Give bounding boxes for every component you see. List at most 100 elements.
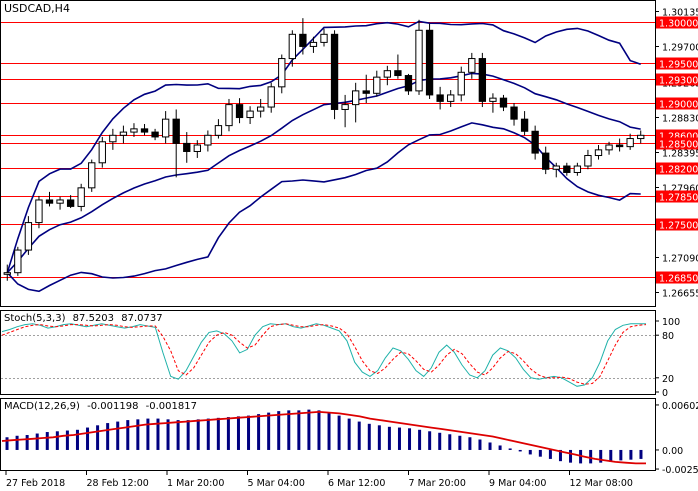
stoch-y-tick-label: 100 (662, 317, 680, 328)
candle (151, 128, 159, 141)
candle (373, 70, 381, 97)
macd-y-axis: 0.006027 0.00 -0.002555 (655, 401, 698, 476)
candle (225, 98, 233, 132)
candle (309, 36, 318, 53)
stoch-y-tick-label: 80 (662, 331, 674, 342)
macd-bar (438, 432, 442, 450)
candle-body-up (204, 134, 212, 146)
candle-body-down (436, 94, 444, 102)
candle (130, 123, 138, 137)
candle (183, 132, 191, 163)
macd-bar (428, 431, 432, 450)
macd-bar (136, 419, 140, 450)
candle (520, 111, 529, 136)
candle-body-down (404, 75, 413, 92)
candle (246, 106, 254, 125)
x-tick-label: 7 Mar 20:00 (409, 478, 466, 489)
candle (56, 196, 64, 210)
macd-bar (126, 420, 130, 450)
macd-bar (277, 411, 281, 450)
chart-title: USDCAD,H4 (4, 2, 70, 15)
candle-body-down (542, 152, 550, 170)
level-label: 1.29000 (659, 100, 698, 111)
candle (172, 109, 180, 178)
level-label: 1.27500 (659, 221, 698, 232)
candle-body-up (373, 76, 381, 94)
macd-bar (468, 437, 472, 450)
macd-header: MACD(12,26,9) -0.001198 -0.001817 (4, 401, 197, 412)
candle (109, 128, 117, 150)
level-label-bg (656, 97, 698, 110)
candle (35, 195, 43, 229)
candle (436, 86, 444, 110)
candle-body-down (45, 199, 54, 204)
stoch-header: Stoch(5,3,3) 87.5203 87.0737 (4, 313, 163, 324)
macd-bar (498, 445, 502, 450)
candle (489, 93, 497, 113)
candle-body-up (161, 118, 170, 138)
y-tick-label: 1.30135 (662, 8, 698, 19)
candle (341, 94, 349, 128)
level-label-bg (656, 137, 698, 150)
x-tick-label: 27 Feb 2018 (6, 478, 65, 489)
candle (626, 133, 634, 150)
stoch-value-signal: 87.0737 (121, 313, 162, 324)
price-panel: 1.301351.297001.292651.288301.283951.279… (0, 0, 698, 307)
macd-bar (448, 434, 452, 450)
macd-bar (609, 449, 613, 462)
candle-body-down (235, 104, 244, 119)
macd-bar (186, 420, 190, 450)
candle-body-down (499, 97, 508, 108)
candle (594, 145, 603, 160)
stoch-lines (1, 323, 647, 387)
macd-bar (377, 425, 381, 450)
candle (288, 30, 296, 67)
macd-bar (538, 449, 542, 457)
candle (542, 146, 550, 175)
y-tick-label: 1.27960 (662, 184, 698, 195)
macd-bar (45, 432, 49, 450)
candle (447, 90, 455, 108)
candle-body-down (330, 33, 339, 110)
candle (552, 162, 560, 178)
macd-bar (226, 417, 230, 450)
macd-bar (216, 417, 220, 450)
candle (499, 94, 508, 112)
y-tick-label: 1.28830 (662, 114, 698, 125)
candle-body-down (151, 131, 159, 138)
level-label: 1.28600 (659, 132, 698, 143)
candle-body-up (88, 162, 96, 189)
candle (457, 66, 465, 102)
candle-body-up (415, 29, 423, 92)
level-label-bg (656, 190, 698, 203)
macd-bar (488, 442, 492, 450)
candle (320, 28, 328, 47)
price-y-axis: 1.301351.297001.292651.288301.283951.279… (655, 8, 698, 300)
candle-body-up (24, 222, 33, 251)
candle (383, 65, 392, 86)
macd-value-main: -0.001198 (87, 401, 138, 412)
candle-body-up (109, 134, 117, 143)
level-label: 1.28200 (659, 165, 698, 176)
macd-bar (15, 435, 19, 450)
candle-body-down (299, 33, 307, 47)
level-label: 1.29500 (659, 60, 698, 71)
macd-bar (458, 435, 462, 450)
macd-bar (347, 418, 351, 450)
macd-bar (619, 449, 623, 461)
macd-title: MACD(12,26,9) (4, 401, 80, 412)
candle-body-up (56, 199, 64, 204)
x-tick-label: 9 Mar 04:00 (489, 478, 546, 489)
macd-bar (86, 427, 90, 450)
candle-body-down (520, 118, 529, 132)
level-label-bg (656, 271, 698, 284)
macd-bar (387, 426, 391, 450)
macd-bar (317, 410, 321, 450)
candle (563, 162, 571, 176)
macd-bar (297, 410, 301, 450)
candle (267, 82, 275, 113)
macd-line (1, 410, 646, 465)
candle-body-up (489, 97, 497, 102)
candle-body-down (362, 90, 370, 94)
